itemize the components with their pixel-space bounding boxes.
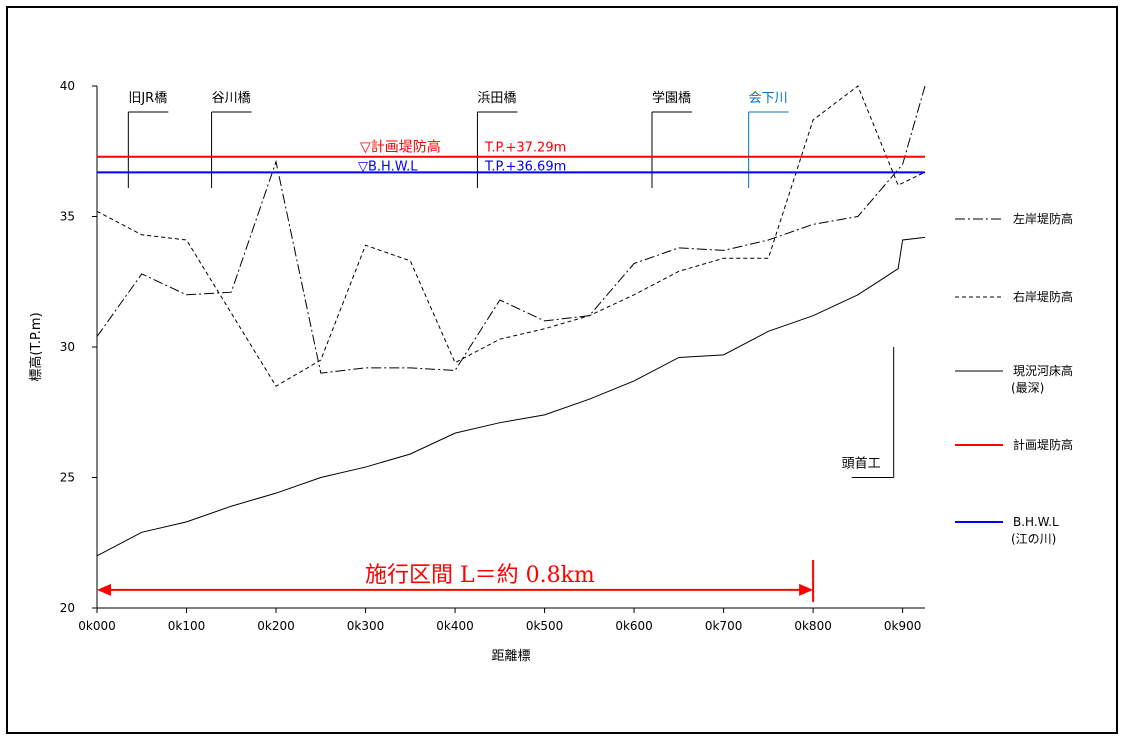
y-axis-label: 標高(T.P.m) [28,312,44,381]
bridge-label: 会下川 [749,91,788,106]
x-tick-label: 0k100 [168,619,206,633]
section-arrow-left-head [97,583,111,596]
x-tick-label: 0k500 [526,619,564,633]
x-tick-label: 0k300 [347,619,385,633]
x-tick-label: 0k600 [615,619,653,633]
y-tick-label: 25 [60,471,75,485]
legend-label: (江の川) [1011,532,1056,546]
weir-label: 頭首工 [842,457,881,472]
y-tick-label: 40 [60,79,75,93]
bhwl-label: ▽B.H.W.L [358,159,418,174]
series-line-0 [96,85,926,374]
legend-label: (最深) [1011,381,1044,395]
legend-label: B.H.W.L [1013,515,1059,529]
y-tick-label: 30 [60,340,75,354]
x-axis-label: 距離標 [491,649,530,664]
x-tick-label: 0k800 [794,619,832,633]
bridge-label: 旧JR橋 [128,91,167,106]
legend-label: 現況河床高 [1013,363,1073,378]
y-tick-label: 35 [60,210,75,224]
bridge-label: 学園橋 [652,90,691,106]
x-tick-label: 0k700 [705,619,743,633]
legend-label: 右岸堤防高 [1013,289,1073,304]
plan-levee-label: ▽計画堤防高 [360,139,441,156]
legend-label: 計画堤防高 [1013,437,1073,452]
bridge-label: 谷川橋 [212,91,251,106]
construction-section-label: 施行区間 L＝約 0.8km [365,563,595,588]
legend-label: 左岸堤防高 [1013,211,1073,226]
series-line-1 [96,85,926,387]
plan-levee-value: T.P.+37.29m [484,141,566,156]
bridge-label: 浜田橋 [477,91,516,106]
x-tick-label: 0k400 [436,619,474,633]
series-line-2 [96,236,926,557]
figure-frame [6,6,1118,734]
y-tick-label: 20 [60,601,75,615]
bhwl-value: T.P.+36.69m [484,159,566,174]
section-arrow-right-head [799,583,814,596]
x-tick-label: 0k900 [884,619,922,633]
x-tick-label: 0k000 [78,619,116,633]
x-tick-label: 0k200 [257,619,295,633]
